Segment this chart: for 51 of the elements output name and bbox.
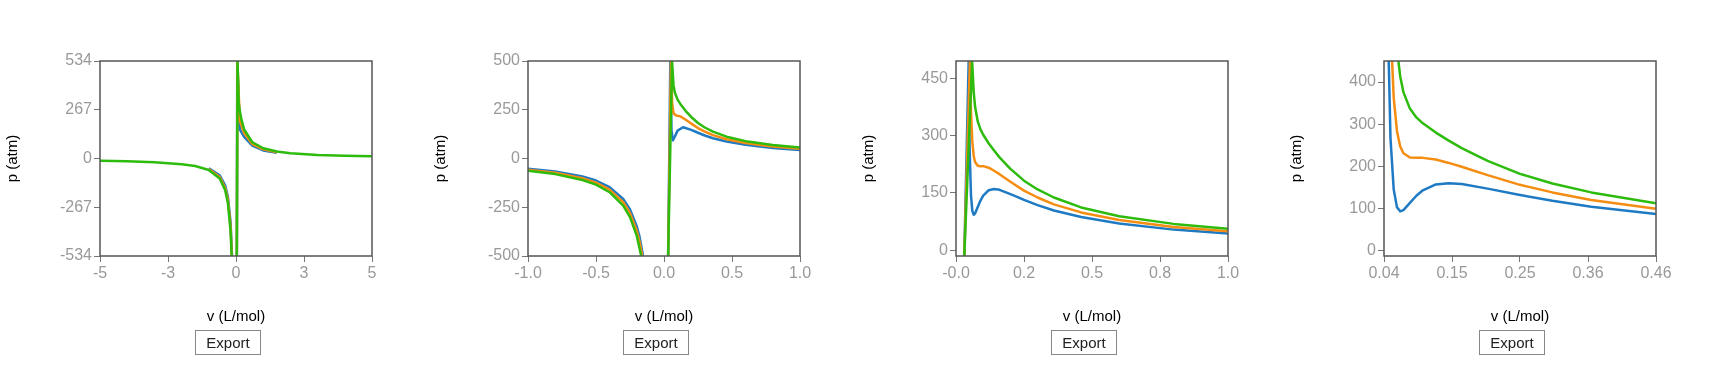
y-tick-label: 200 bbox=[1349, 156, 1377, 174]
x-tick-label: 0.25 bbox=[1504, 264, 1536, 282]
x-tick-label: 1.0 bbox=[788, 264, 812, 282]
text: Export bbox=[195, 330, 261, 355]
x-tick-label: 0.8 bbox=[1148, 264, 1172, 282]
y-tick-label: 0 bbox=[1367, 240, 1377, 258]
x-tick-label: -3 bbox=[160, 264, 176, 282]
x-tick-label: -5 bbox=[92, 264, 108, 282]
x-tick-label: 3 bbox=[299, 264, 309, 282]
x-axis-title: v (L/mol) bbox=[1490, 307, 1550, 325]
x-tick-label: 0.15 bbox=[1436, 264, 1468, 282]
x-tick-label: -0.5 bbox=[582, 264, 610, 282]
x-tick-label: 0.5 bbox=[1080, 264, 1104, 282]
y-tick-label: 100 bbox=[1349, 198, 1377, 216]
y-axis-title: p (atm) bbox=[3, 134, 21, 183]
y-tick-label: -500 bbox=[487, 246, 521, 264]
x-tick-label: -0.0 bbox=[942, 264, 970, 282]
y-tick-label: 300 bbox=[921, 125, 949, 143]
text: Export bbox=[1051, 330, 1117, 355]
y-tick-label: 0 bbox=[83, 148, 93, 166]
y-tick-label: 0 bbox=[511, 148, 521, 166]
y-tick-label: 150 bbox=[921, 183, 949, 201]
text: Export bbox=[1479, 330, 1545, 355]
y-tick-label: 534 bbox=[65, 51, 93, 69]
y-tick-label: -534 bbox=[59, 246, 93, 264]
x-axis-title: v (L/mol) bbox=[1062, 307, 1122, 325]
y-axis-title: p (atm) bbox=[431, 134, 449, 183]
y-tick-label: 500 bbox=[493, 51, 521, 69]
y-tick-label: 250 bbox=[493, 100, 521, 118]
y-tick-label: 400 bbox=[1349, 72, 1377, 90]
y-tick-label: 300 bbox=[1349, 114, 1377, 132]
x-tick-label: 0.5 bbox=[720, 264, 744, 282]
x-tick-label: 0.36 bbox=[1572, 264, 1604, 282]
x-tick-label: 0.04 bbox=[1368, 264, 1400, 282]
x-tick-label: 0 bbox=[231, 264, 241, 282]
y-tick-label: 0 bbox=[939, 240, 949, 258]
x-axis-title: v (L/mol) bbox=[634, 307, 694, 325]
x-tick-label: 0.0 bbox=[652, 264, 676, 282]
y-axis-title: p (atm) bbox=[1287, 134, 1305, 183]
x-tick-label: 0.46 bbox=[1640, 264, 1672, 282]
x-tick-label: 5 bbox=[367, 264, 377, 282]
y-tick-label: -250 bbox=[487, 197, 521, 215]
text: Export bbox=[623, 330, 689, 355]
y-tick-label: -267 bbox=[59, 197, 93, 215]
x-axis-title: v (L/mol) bbox=[206, 307, 266, 325]
y-tick-label: 267 bbox=[65, 100, 93, 118]
y-axis-title: p (atm) bbox=[859, 134, 877, 183]
y-tick-label: 450 bbox=[921, 68, 949, 86]
x-tick-label: 0.2 bbox=[1012, 264, 1036, 282]
x-tick-label: 1.0 bbox=[1216, 264, 1240, 282]
x-tick-label: -1.0 bbox=[514, 264, 542, 282]
